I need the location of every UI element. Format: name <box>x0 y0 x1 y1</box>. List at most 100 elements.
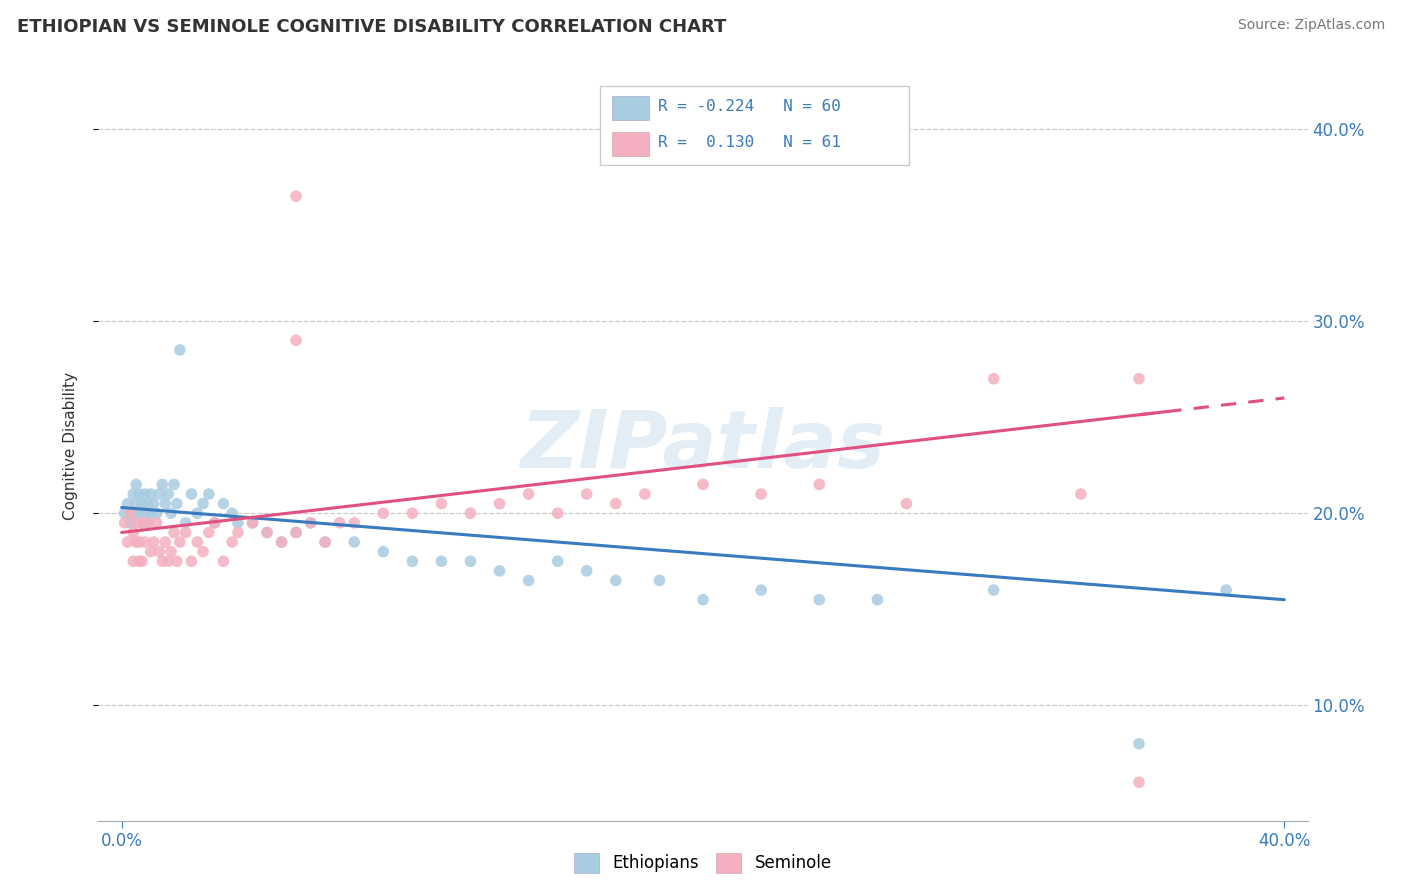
Point <box>148 544 170 558</box>
Point <box>125 477 148 491</box>
Point <box>198 487 221 501</box>
Point <box>285 525 308 540</box>
Point <box>221 535 243 549</box>
FancyBboxPatch shape <box>600 87 908 165</box>
Point <box>314 535 336 549</box>
Point <box>186 535 208 549</box>
Point <box>125 497 148 511</box>
Point <box>114 506 136 520</box>
Point <box>242 516 264 530</box>
Point <box>117 535 139 549</box>
Point <box>692 477 714 491</box>
Point <box>131 497 153 511</box>
Point <box>401 506 423 520</box>
Point <box>212 554 235 568</box>
Point <box>139 487 162 501</box>
Point <box>180 487 202 501</box>
Point <box>114 516 136 530</box>
Point <box>221 506 243 520</box>
Point <box>166 554 188 568</box>
Point <box>160 506 183 520</box>
Point <box>226 516 249 530</box>
Point <box>648 574 671 588</box>
Point <box>122 554 145 568</box>
Point <box>134 506 156 520</box>
Point <box>134 535 156 549</box>
Point <box>122 525 145 540</box>
Point <box>186 506 208 520</box>
Point <box>401 554 423 568</box>
Point <box>808 592 831 607</box>
Point <box>285 189 308 203</box>
Point <box>212 497 235 511</box>
Bar <box>613 132 648 156</box>
Point <box>256 525 278 540</box>
Point <box>285 525 308 540</box>
Point <box>1128 775 1150 789</box>
Legend: Ethiopians, Seminole: Ethiopians, Seminole <box>568 847 838 880</box>
Point <box>120 516 142 530</box>
Point <box>314 535 336 549</box>
Text: R =  0.130   N = 61: R = 0.130 N = 61 <box>658 135 841 150</box>
Point <box>131 554 153 568</box>
Point <box>270 535 292 549</box>
Point <box>1215 583 1237 598</box>
Point <box>575 487 598 501</box>
Point <box>460 554 482 568</box>
Point <box>169 343 191 357</box>
Point <box>343 535 366 549</box>
Point <box>128 487 150 501</box>
Point <box>1070 487 1092 501</box>
Point <box>125 516 148 530</box>
Point <box>139 544 162 558</box>
Point <box>148 487 170 501</box>
Point <box>155 535 177 549</box>
Point <box>896 497 918 511</box>
Point <box>692 592 714 607</box>
Point <box>460 506 482 520</box>
Bar <box>613 96 648 120</box>
Point <box>983 583 1005 598</box>
Point <box>1128 372 1150 386</box>
Point <box>226 525 249 540</box>
Point <box>136 516 159 530</box>
Text: ETHIOPIAN VS SEMINOLE COGNITIVE DISABILITY CORRELATION CHART: ETHIOPIAN VS SEMINOLE COGNITIVE DISABILI… <box>17 18 727 36</box>
Point <box>139 506 162 520</box>
Point <box>547 554 569 568</box>
Point <box>160 544 183 558</box>
Point <box>343 516 366 530</box>
Point <box>128 554 150 568</box>
Point <box>430 497 453 511</box>
Point <box>131 516 153 530</box>
Point <box>128 506 150 520</box>
Point <box>285 334 308 348</box>
Point <box>150 477 173 491</box>
Point <box>1128 737 1150 751</box>
Point <box>174 525 197 540</box>
Point <box>180 554 202 568</box>
Point <box>373 506 395 520</box>
Text: ZIPatlas: ZIPatlas <box>520 407 886 485</box>
Point <box>329 516 352 530</box>
Point <box>866 592 889 607</box>
Point <box>749 583 772 598</box>
Point <box>166 497 188 511</box>
Point <box>575 564 598 578</box>
Text: R = -0.224   N = 60: R = -0.224 N = 60 <box>658 99 841 114</box>
Point <box>517 574 540 588</box>
Point <box>163 477 186 491</box>
Point <box>131 516 153 530</box>
Point <box>120 506 142 520</box>
Point <box>256 525 278 540</box>
Point <box>430 554 453 568</box>
Point <box>299 516 322 530</box>
Text: Source: ZipAtlas.com: Source: ZipAtlas.com <box>1237 18 1385 32</box>
Point <box>136 516 159 530</box>
Point <box>145 506 167 520</box>
Point <box>373 544 395 558</box>
Y-axis label: Cognitive Disability: Cognitive Disability <box>63 372 77 520</box>
Point <box>634 487 657 501</box>
Point <box>174 516 197 530</box>
Point <box>145 516 167 530</box>
Point <box>808 477 831 491</box>
